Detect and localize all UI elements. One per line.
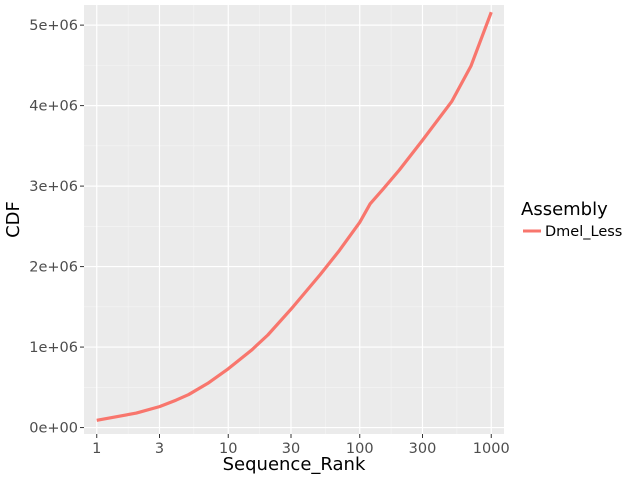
y-tick-label: 3e+06 — [29, 179, 78, 195]
series-layer — [96, 11, 493, 422]
legend: Assembly Dmel_Less — [521, 199, 622, 240]
x-tick-label: 1 — [92, 441, 101, 457]
x-axis-title: Sequence_Rank — [223, 454, 366, 475]
minor-gridlines — [84, 5, 504, 434]
y-tick-label: 2e+06 — [29, 260, 78, 276]
y-tick-label: 0e+00 — [29, 421, 78, 437]
legend-title: Assembly — [521, 199, 608, 220]
x-tick-label: 300 — [409, 441, 437, 457]
y-tick-label: 4e+06 — [29, 99, 78, 115]
x-tick-label: 3 — [155, 441, 164, 457]
major-gridlines — [84, 5, 504, 434]
legend-label-dmel-less: Dmel_Less — [545, 224, 622, 240]
x-tick-label: 1000 — [473, 441, 510, 457]
series-line-dmel-less — [96, 11, 493, 422]
x-tick-label: 30 — [282, 441, 300, 457]
x-tick-label: 100 — [346, 441, 374, 457]
y-axis: 0e+00 1e+06 2e+06 3e+06 4e+06 5e+06 — [29, 18, 84, 437]
x-tick-label: 10 — [219, 441, 237, 457]
y-tick-label: 5e+06 — [29, 18, 78, 34]
y-tick-label: 1e+06 — [29, 340, 78, 356]
panel-background — [84, 5, 504, 434]
y-axis-title: CDF — [3, 201, 24, 238]
x-axis: 1 3 10 30 100 300 1000 — [92, 434, 510, 457]
